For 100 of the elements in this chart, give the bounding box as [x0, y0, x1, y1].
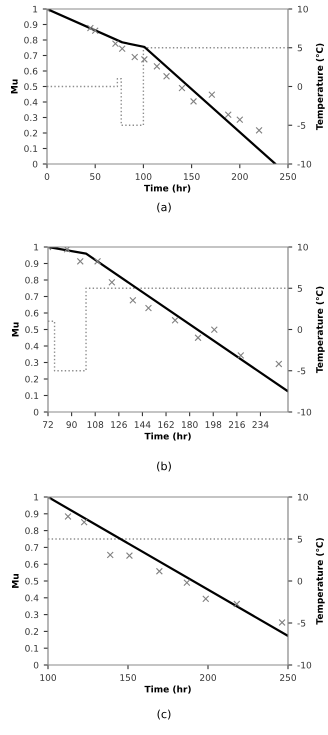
point	[126, 552, 133, 560]
y-tick-label: 0.2	[25, 628, 38, 635]
point	[76, 258, 84, 265]
point	[64, 512, 72, 520]
y2-tick-label: -10	[297, 662, 312, 669]
y2-tick-label: 5	[298, 285, 302, 292]
x-tick-label: 234	[252, 421, 269, 428]
x-tick-label: 200	[232, 173, 248, 180]
y2-tick-label: 5	[298, 44, 302, 52]
y-tick-label: 0.7	[25, 544, 38, 551]
point	[275, 360, 282, 368]
point	[163, 72, 170, 80]
x-axis-title: Time (hr)	[144, 686, 191, 694]
y-tick-label: 0	[34, 408, 38, 416]
y-tick-label: 0.9	[25, 260, 38, 268]
y2-tick-label: -10	[297, 160, 312, 168]
x-tick-label: 200	[200, 674, 216, 682]
x-tick-label: 250	[280, 173, 296, 180]
point	[183, 579, 190, 586]
x-tick-label: 126	[111, 421, 127, 428]
y-tick-label: 0.6	[25, 560, 38, 568]
y-tick-label: 0.9	[24, 21, 38, 28]
y-axis-title: Mu	[12, 322, 19, 336]
x-tick-label: 100	[136, 173, 152, 180]
y2-axis-title: Temperature (℃)	[316, 44, 325, 130]
x-tick-label: 216	[228, 421, 245, 428]
x-tick-label: 144	[134, 421, 151, 428]
y-tick-label: 0.1	[24, 145, 38, 152]
y2-tick-label: -5	[297, 620, 306, 627]
y-tick-label: 0.3	[25, 611, 38, 618]
y2-tick-label: 5	[298, 536, 302, 543]
y-tick-label: 0.8	[25, 527, 38, 534]
y-tick-label: 0.4	[25, 594, 38, 602]
point	[202, 595, 210, 602]
y-tick-label: 1	[33, 6, 38, 12]
point	[156, 568, 163, 575]
x-tick-label: 250	[280, 674, 296, 682]
y2-tick-label: -5	[297, 368, 306, 374]
y-axis-title: Mu	[10, 80, 18, 94]
x-tick-label: 0	[44, 173, 50, 180]
point	[131, 54, 138, 61]
x-tick-label: 198	[206, 421, 222, 428]
y-tick-label: 0.3	[25, 359, 38, 366]
x-tick-label: 50	[90, 173, 100, 180]
y-tick-label: 0.5	[25, 326, 38, 334]
point	[144, 304, 152, 312]
y-tick-label: 0.1	[25, 392, 38, 400]
y-tick-label: 0.2	[25, 376, 38, 383]
y2-tick-label: 0	[298, 326, 302, 334]
y-tick-label: 0.7	[24, 52, 38, 60]
x-tick-label: 100	[40, 674, 56, 682]
y2-tick-label: 0	[298, 83, 302, 90]
y-tick-label: 0.6	[25, 310, 38, 317]
y-tick-label: 0	[34, 662, 38, 669]
y-tick-label: 0.7	[25, 293, 38, 300]
point	[172, 316, 179, 324]
y2-tick-label: -10	[297, 408, 312, 416]
y-axis-title: Mu	[12, 574, 19, 588]
point	[112, 40, 119, 48]
x-axis-title: Time (hr)	[144, 184, 190, 193]
y-tick-label: 0.8	[24, 36, 38, 44]
y-tick-label: 0.1	[25, 644, 38, 652]
point	[118, 45, 126, 52]
point	[210, 326, 218, 334]
point	[190, 98, 198, 105]
y-tick-label: 0.5	[25, 578, 38, 585]
x-tick-label: 150	[120, 674, 136, 682]
x-tick-label: 162	[158, 421, 174, 428]
x-tick-label: 150	[184, 173, 200, 180]
x-tick-label: 72	[42, 421, 53, 428]
y2-tick-label: -5	[297, 122, 306, 129]
point	[153, 62, 160, 70]
y-tick-label: 0.4	[25, 342, 38, 350]
point	[237, 352, 244, 359]
point	[140, 56, 148, 63]
y-tick-label: 0	[32, 160, 38, 168]
y-tick-label: 0.4	[24, 98, 38, 106]
x-tick-label: 90	[66, 421, 77, 428]
text: (b)	[157, 462, 171, 472]
point	[224, 111, 232, 118]
y-tick-label: 0.9	[25, 510, 38, 518]
y-tick-label: 0.6	[24, 68, 38, 75]
y2-tick-label: 10	[298, 6, 308, 13]
y-tick-label: 1	[34, 494, 38, 500]
text: (c)	[158, 710, 170, 720]
y-tick-label: 1	[34, 244, 38, 250]
point	[64, 247, 71, 253]
y2-tick-label: 10	[298, 244, 308, 251]
point	[94, 258, 102, 265]
point	[208, 91, 216, 98]
point	[256, 126, 263, 134]
y-tick-label: 0.2	[24, 130, 38, 137]
y2-tick-label: 10	[298, 494, 308, 501]
point	[278, 618, 286, 626]
y2-axis-title: Temperature (℃)	[316, 538, 325, 625]
point	[80, 518, 88, 526]
text: (a)	[157, 202, 171, 213]
point	[233, 600, 240, 608]
point	[108, 278, 116, 286]
point	[106, 551, 114, 558]
